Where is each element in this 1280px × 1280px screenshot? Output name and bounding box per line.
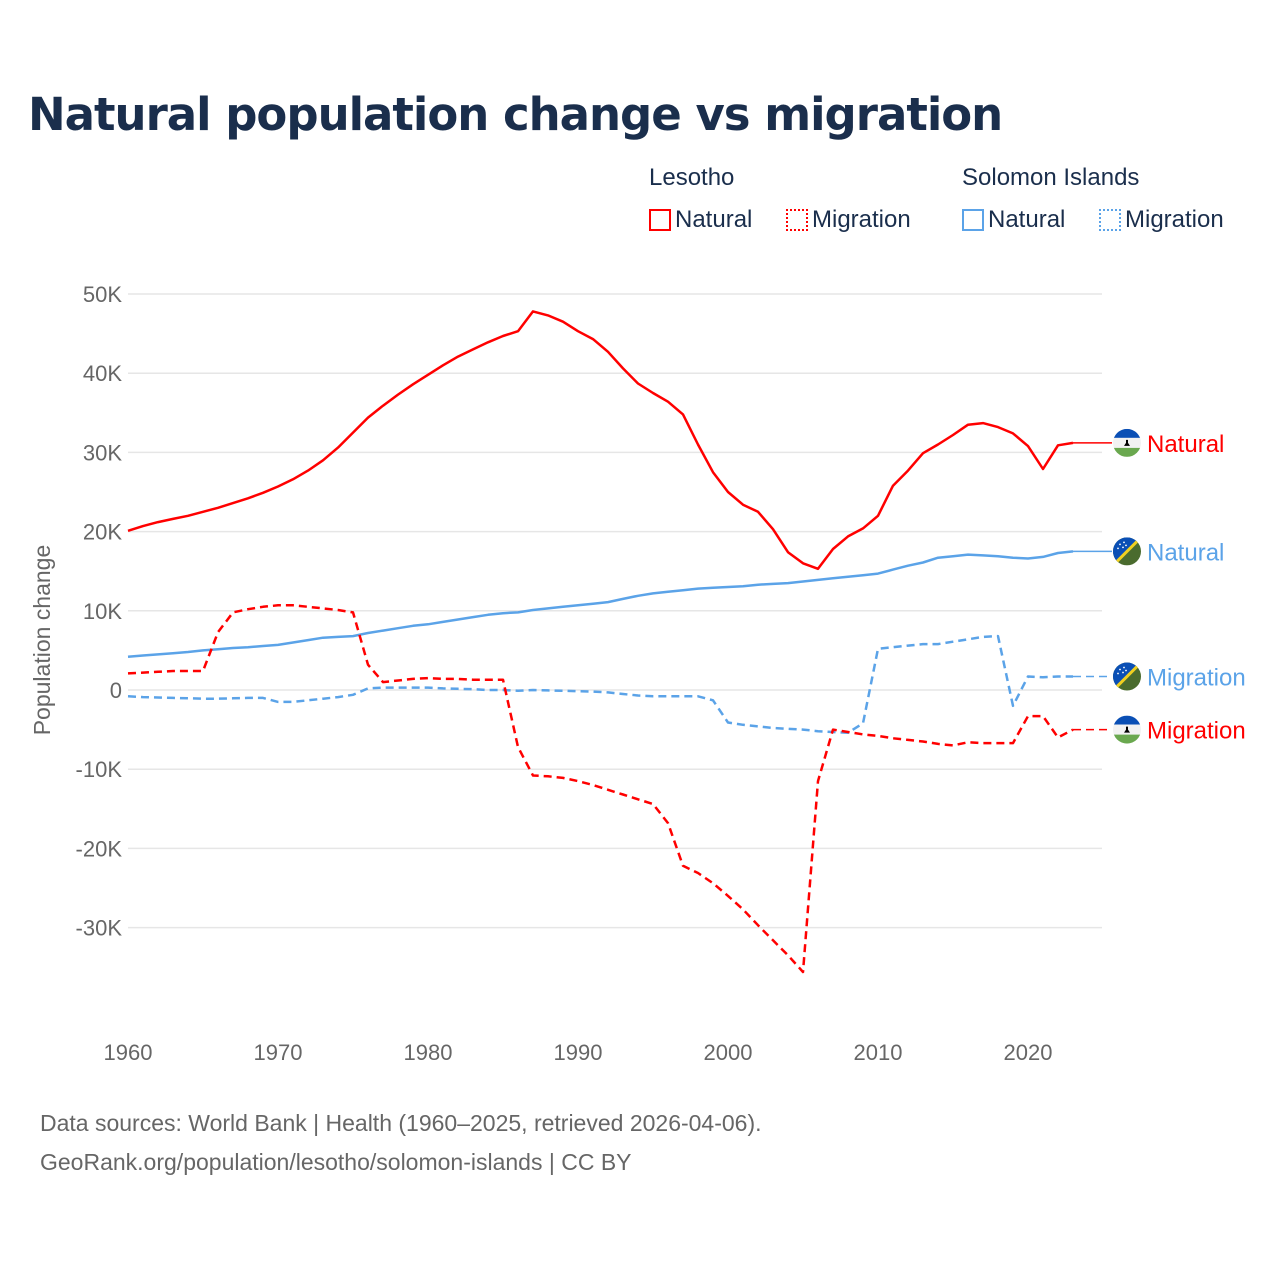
- x-tick-label: 2020: [1004, 1040, 1053, 1065]
- y-tick-label: 40K: [83, 361, 122, 386]
- line-chart: 50K 40K 30K 20K 10K 0 -10K -20K -30K 1960 1970 1980…: [29, 282, 1246, 1065]
- legend-item-solomon-migration[interactable]: Migration: [1099, 206, 1224, 234]
- solid-swatch-icon: [649, 209, 671, 231]
- legend-group-lesotho: Lesotho: [649, 164, 735, 191]
- solid-swatch-icon: [962, 209, 984, 231]
- legend-group-solomon-islands: Solomon Islands: [962, 164, 1140, 191]
- y-tick-label: 20K: [83, 520, 122, 545]
- legend-label: Migration: [1125, 206, 1224, 233]
- y-tick-label: 0: [110, 678, 122, 703]
- source-line-2[interactable]: GeoRank.org/population/lesotho/solomon-i…: [40, 1149, 632, 1175]
- y-tick-label: -30K: [76, 916, 123, 941]
- solomon-islands-flag-icon: [1113, 662, 1141, 691]
- x-tick-label: 2010: [854, 1040, 903, 1065]
- x-tick-label: 1980: [404, 1040, 453, 1065]
- y-tick-label: 30K: [83, 440, 122, 465]
- end-label: Natural: [1147, 539, 1224, 566]
- y-tick-label: -20K: [76, 836, 123, 861]
- series-line-lesotho-migration[interactable]: [127, 604, 1074, 974]
- legend-label: Natural: [988, 206, 1066, 233]
- legend-item-lesotho-migration[interactable]: Migration: [786, 206, 911, 234]
- x-tick-label: 1990: [554, 1040, 603, 1065]
- dotted-swatch-icon: [786, 209, 808, 231]
- y-tick-label: 10K: [83, 599, 122, 624]
- series-line-lesotho-natural[interactable]: [127, 310, 1074, 571]
- end-label: Natural: [1147, 431, 1224, 458]
- y-tick-label: 50K: [83, 282, 122, 307]
- solomon-islands-flag-icon: [1113, 537, 1141, 566]
- series-line-solomon-islands-natural[interactable]: [127, 550, 1074, 658]
- legend-label: Migration: [812, 206, 911, 233]
- legend-item-solomon-natural[interactable]: Natural: [962, 206, 1065, 234]
- legend-label: Natural: [675, 206, 753, 233]
- x-tick-label: 1960: [104, 1040, 153, 1065]
- source-line-1: Data sources: World Bank | Health (1960–…: [40, 1110, 762, 1136]
- legend-item-lesotho-natural[interactable]: Natural: [649, 206, 752, 234]
- lesotho-flag-icon: [1113, 428, 1141, 457]
- dotted-swatch-icon: [1099, 209, 1121, 231]
- series-line-solomon-islands-migration[interactable]: [127, 634, 1073, 735]
- y-tick-label: -10K: [76, 757, 123, 782]
- x-tick-label: 2000: [704, 1040, 753, 1065]
- end-label: Migration: [1147, 665, 1246, 692]
- x-tick-label: 1970: [254, 1040, 303, 1065]
- chart-title: Natural population change vs migration: [28, 88, 1003, 141]
- end-label: Migration: [1147, 718, 1246, 745]
- lesotho-flag-icon: [1113, 715, 1141, 744]
- y-axis-label: Population change: [29, 545, 55, 736]
